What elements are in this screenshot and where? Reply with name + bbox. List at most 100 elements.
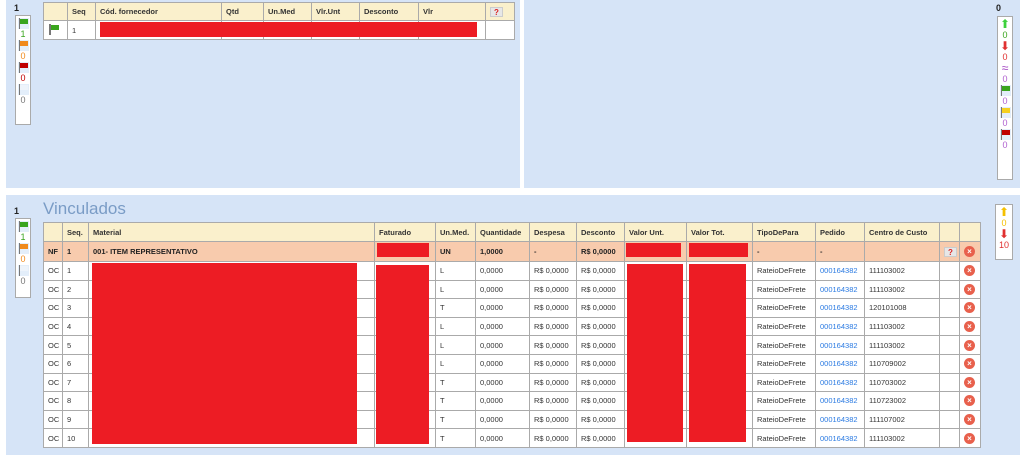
column-header[interactable]: [43, 2, 68, 21]
pedido-cell[interactable]: 000164382: [815, 409, 865, 430]
legend-count: 0: [1002, 74, 1008, 84]
redacted-block: [689, 264, 746, 442]
type-cell: OC: [43, 409, 63, 430]
column-header[interactable]: Desconto: [359, 2, 419, 21]
column-header[interactable]: Qtd: [221, 2, 264, 21]
delete-icon[interactable]: ×: [964, 321, 975, 333]
despesa-cell: R$ 0,0000: [529, 372, 577, 393]
legend-count: 0: [20, 51, 26, 61]
delete-icon[interactable]: ×: [964, 339, 975, 351]
pedido-cell[interactable]: 000164382: [815, 316, 865, 337]
legend-count: 1: [20, 29, 26, 39]
top-left-count: 1: [14, 3, 20, 13]
column-header[interactable]: Despesa: [529, 222, 577, 242]
redacted-block: [100, 22, 477, 37]
column-header[interactable]: Valor Unt.: [624, 222, 687, 242]
qty-cell: 0,0000: [475, 409, 530, 430]
unit-cell: L: [435, 279, 476, 300]
type-cell: OC: [43, 279, 63, 300]
column-header[interactable]: Un.Med: [263, 2, 312, 21]
column-header[interactable]: Desconto: [576, 222, 625, 242]
pedido-cell[interactable]: -: [815, 241, 865, 262]
tipo-cell: RateioDeFrete: [752, 428, 816, 448]
tipo-cell: RateioDeFrete: [752, 335, 816, 355]
delete-cell: ×: [959, 261, 981, 281]
help-icon[interactable]: ?: [944, 246, 957, 257]
column-header[interactable]: Vlr: [418, 2, 486, 21]
column-header[interactable]: Cód. fornecedor: [95, 2, 222, 21]
delete-cell: ×: [959, 279, 981, 300]
seq-cell: 2: [62, 279, 89, 300]
help-cell: [939, 261, 960, 281]
delete-icon[interactable]: ×: [964, 376, 975, 388]
column-header[interactable]: [939, 222, 960, 242]
desconto-cell: R$ 0,0000: [576, 316, 625, 337]
pedido-cell[interactable]: 000164382: [815, 298, 865, 318]
delete-icon[interactable]: ×: [964, 432, 975, 444]
nf-row[interactable]: NF 1 001- ITEM REPRESENTATIVO UN 1,0000- R$ 0…: [43, 241, 981, 262]
delete-icon[interactable]: ×: [964, 414, 975, 426]
qty-cell: 0,0000: [475, 298, 530, 318]
column-header[interactable]: Pedido: [815, 222, 865, 242]
desconto-cell: R$ 0,0000: [576, 241, 625, 262]
help-cell: [939, 298, 960, 318]
column-header[interactable]: Seq: [67, 2, 96, 21]
column-header[interactable]: Centro de Custo: [864, 222, 940, 242]
delete-icon[interactable]: ×: [964, 358, 975, 370]
column-header[interactable]: TipoDePara: [752, 222, 816, 242]
column-header[interactable]: Un.Med.: [435, 222, 476, 242]
qty-cell: 0,0000: [475, 391, 530, 411]
unit-cell: T: [435, 428, 476, 448]
orange-flag-icon: [17, 243, 29, 254]
qty-cell: 1,0000: [475, 241, 530, 262]
column-header[interactable]: Vlr.Unt: [311, 2, 360, 21]
delete-cell: ×: [959, 428, 981, 448]
top-right-panel: [524, 0, 1020, 188]
pedido-cell[interactable]: 000164382: [815, 261, 865, 281]
legend-count: 0: [20, 95, 26, 105]
pedido-cell[interactable]: 000164382: [815, 391, 865, 411]
delete-cell: ×: [959, 241, 981, 262]
column-header[interactable]: [959, 222, 981, 242]
column-header[interactable]: [43, 222, 63, 242]
seq-cell: 8: [62, 391, 89, 411]
top-right-legend: ⬆ 0 ⬇ 0 ≈0 0 0 0: [997, 16, 1013, 180]
column-header[interactable]: Faturado: [374, 222, 436, 242]
help-icon[interactable]: ?: [490, 6, 503, 17]
column-header[interactable]: Valor Tot.: [686, 222, 753, 242]
pedido-cell[interactable]: 000164382: [815, 335, 865, 355]
qty-cell: 0,0000: [475, 316, 530, 337]
green-flag-icon: [48, 23, 59, 35]
seq-cell: 1: [62, 261, 89, 281]
seq-cell: 9: [62, 409, 89, 430]
seq-cell: 10: [62, 428, 89, 448]
unit-cell: T: [435, 372, 476, 393]
red-flag-icon: [17, 62, 29, 73]
delete-icon[interactable]: ×: [964, 395, 975, 407]
column-header[interactable]: Seq.: [62, 222, 89, 242]
delete-icon[interactable]: ×: [964, 302, 975, 314]
tipo-cell: RateioDeFrete: [752, 372, 816, 393]
pedido-cell[interactable]: 000164382: [815, 279, 865, 300]
tipo-cell: RateioDeFrete: [752, 298, 816, 318]
column-header[interactable]: ?: [485, 2, 515, 21]
delete-icon[interactable]: ×: [964, 283, 975, 295]
arrow-down-icon: ⬇: [999, 39, 1011, 53]
legend-count: 1: [20, 232, 26, 242]
status-cell: [43, 20, 68, 40]
delete-icon[interactable]: ×: [964, 246, 975, 257]
pedido-cell[interactable]: 000164382: [815, 372, 865, 393]
desconto-cell: R$ 0,0000: [576, 353, 625, 374]
centro-cell: [864, 241, 940, 262]
column-header[interactable]: Material: [88, 222, 375, 242]
centro-cell: 111103002: [864, 428, 940, 448]
white-flag-icon: [17, 84, 29, 95]
pedido-cell[interactable]: 000164382: [815, 428, 865, 448]
help-cell: [939, 372, 960, 393]
centro-cell: 110709002: [864, 353, 940, 374]
unit-cell: L: [435, 261, 476, 281]
column-header[interactable]: Quantidade: [475, 222, 530, 242]
delete-icon[interactable]: ×: [964, 265, 975, 277]
legend-count: 0: [1002, 118, 1008, 128]
pedido-cell[interactable]: 000164382: [815, 353, 865, 374]
